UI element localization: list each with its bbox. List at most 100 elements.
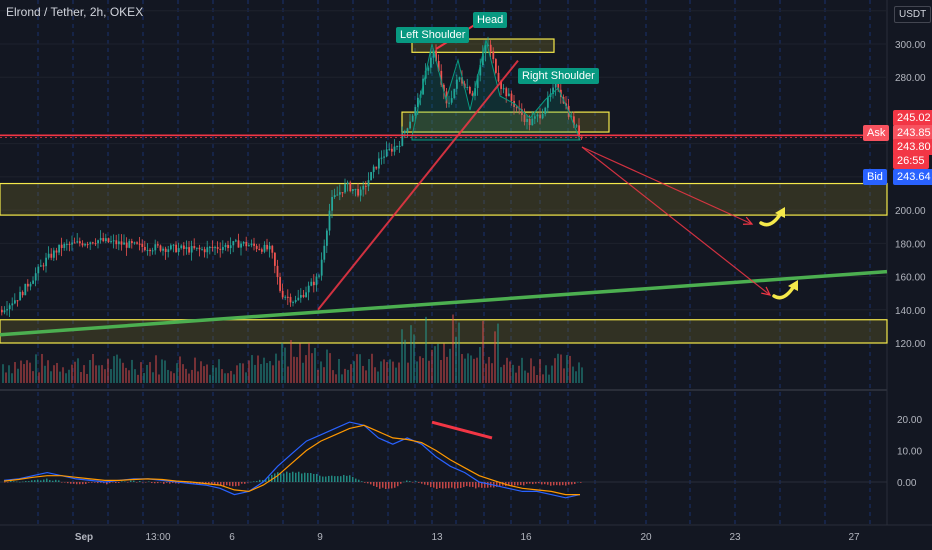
candle-body — [411, 115, 414, 122]
macd-histogram-bar — [28, 481, 30, 482]
volume-bar — [2, 364, 4, 383]
volume-bar — [437, 343, 439, 383]
volume-bar — [551, 365, 553, 383]
annotation-right-shoulder[interactable]: Right Shoulder — [518, 68, 599, 84]
upper-support-zone[interactable] — [0, 182, 888, 216]
rising-support-line[interactable] — [0, 269, 888, 337]
volume-bar — [353, 361, 355, 383]
macd-histogram-bar — [160, 482, 162, 483]
candle-body — [385, 149, 388, 157]
volume-bar — [509, 361, 511, 383]
candle-body — [331, 197, 333, 211]
candle-body — [89, 242, 92, 245]
candle-body — [320, 259, 323, 276]
macd-histogram-bar — [175, 482, 177, 484]
volume-bar — [206, 364, 208, 383]
volume-bar — [179, 356, 181, 383]
candle-body — [495, 59, 497, 73]
head-shoulders-pattern[interactable] — [411, 39, 581, 141]
volume-bar — [401, 329, 403, 383]
macd-histogram-bar — [346, 475, 348, 482]
candle-body — [40, 265, 42, 267]
macd-histogram-bar — [523, 482, 525, 486]
volume-bar — [566, 355, 568, 383]
annotation-left-shoulder[interactable]: Left Shoulder — [396, 27, 470, 43]
volume-bar — [152, 372, 154, 383]
macd-histogram-bar — [370, 482, 372, 485]
candle-body — [81, 243, 84, 246]
candle-body — [94, 243, 97, 245]
macd-histogram-bar — [73, 482, 75, 484]
candle-body — [172, 244, 175, 246]
macd-histogram-bar — [415, 481, 417, 482]
volume-bar — [5, 372, 7, 383]
macd-histogram-bar — [550, 482, 552, 486]
volume-bar — [137, 374, 139, 383]
macd-histogram-bar — [112, 482, 114, 483]
volume-bar — [26, 360, 28, 383]
volume-bar — [251, 355, 253, 383]
candle-body — [552, 87, 554, 94]
volume-bar — [542, 374, 544, 383]
macd-histogram-bar — [529, 482, 531, 484]
candle-body — [164, 248, 167, 252]
macd-histogram-bar — [145, 482, 147, 483]
macd-histogram-bar — [238, 482, 240, 486]
usdt-label[interactable]: USDT — [894, 6, 932, 23]
macd-histogram-bar — [520, 482, 522, 486]
macd-histogram-bar — [46, 478, 48, 482]
volume-bar — [119, 358, 121, 383]
volume-bar — [557, 353, 559, 383]
volume-bar — [560, 354, 562, 383]
volume-bar — [335, 374, 337, 383]
annotation-head[interactable]: Head — [473, 12, 508, 28]
macd-histogram-bar — [139, 480, 141, 482]
macd-histogram-bar — [571, 482, 573, 485]
candle-body — [352, 188, 354, 192]
volume-bar — [413, 334, 415, 383]
volume-bar — [305, 355, 307, 383]
projection-arrow-upper[interactable] — [581, 146, 753, 225]
lower-support-zone[interactable] — [0, 319, 888, 344]
symbol-title[interactable]: Elrond / Tether, 2h, OKEX — [6, 5, 144, 19]
rising-trendline[interactable] — [317, 59, 519, 311]
macd-histogram-bar — [10, 480, 12, 482]
volume-bar — [332, 370, 334, 383]
candle-body — [518, 108, 521, 110]
candle-body — [354, 188, 357, 190]
macd-histogram-bar — [40, 480, 42, 482]
macd-histogram-bar — [514, 482, 516, 486]
macd-histogram-bar — [118, 482, 120, 483]
candle-body — [380, 157, 383, 159]
macd-histogram-bar — [427, 482, 429, 486]
time-tick-label: 23 — [729, 532, 741, 543]
candle-body — [383, 156, 385, 158]
candle-body — [367, 180, 370, 187]
macd-histogram-bar — [409, 481, 411, 482]
projection-arrow-lower[interactable] — [581, 146, 771, 296]
candle-body — [63, 243, 66, 248]
candle-body — [115, 240, 118, 245]
macd-line[interactable] — [3, 421, 581, 499]
neckline-zone[interactable] — [401, 111, 610, 133]
candle-body — [289, 296, 292, 303]
candle-body — [97, 240, 99, 244]
macd-divergence-line[interactable] — [431, 420, 493, 440]
candle-body — [58, 244, 60, 253]
volume-bar — [386, 362, 388, 383]
volume-bar — [479, 347, 481, 383]
candle-body — [141, 243, 144, 247]
volume-bar — [44, 365, 46, 383]
macd-histogram-bar — [253, 481, 255, 482]
signal-line[interactable] — [3, 424, 580, 496]
candle-body — [323, 245, 326, 260]
candle-body — [489, 44, 492, 52]
volume-bar — [458, 322, 460, 383]
macd-histogram-bar — [103, 482, 105, 484]
macd-histogram-bar — [193, 482, 195, 484]
macd-histogram-bar — [283, 473, 285, 482]
candle-body — [502, 88, 505, 90]
candle-body — [128, 241, 131, 248]
candle-body — [201, 249, 203, 251]
